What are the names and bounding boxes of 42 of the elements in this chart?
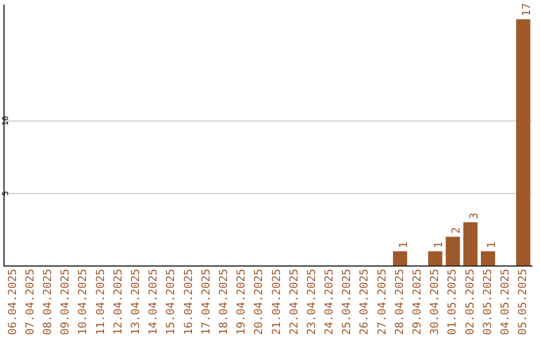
x-tick-label: 15.04.2025 bbox=[164, 268, 178, 336]
x-tick-label: 26.04.2025 bbox=[358, 268, 371, 336]
x-tick-label: 23.04.2025 bbox=[304, 268, 318, 336]
x-tick-label: 19.04.2025 bbox=[234, 268, 248, 336]
x-tick-label: 21.04.2025 bbox=[270, 268, 283, 336]
x-tick-label: 17.04.2025 bbox=[199, 268, 212, 336]
x-tick-label: 14.04.2025 bbox=[146, 268, 160, 336]
x-tick-label: 03.05.2025 bbox=[480, 268, 494, 336]
x-tick-label: 02.05.2025 bbox=[463, 268, 476, 336]
x-tick-label: 25.04.2025 bbox=[340, 268, 354, 336]
x-tick-label: 27.04.2025 bbox=[375, 268, 388, 336]
bar bbox=[428, 251, 442, 266]
bar bbox=[463, 222, 478, 266]
x-tick-label: 20.04.2025 bbox=[252, 268, 266, 336]
data-label: 1 bbox=[396, 242, 410, 248]
x-tick-label: 10.04.2025 bbox=[76, 268, 90, 336]
data-label: 2 bbox=[450, 227, 463, 234]
x-tick-label: 04.05.2025 bbox=[498, 268, 512, 336]
data-label: 1 bbox=[484, 242, 498, 248]
x-tick-label: 28.04.2025 bbox=[392, 268, 406, 336]
bar bbox=[516, 19, 530, 266]
data-label: 1 bbox=[432, 242, 446, 248]
x-tick-label: 12.04.2025 bbox=[111, 268, 124, 336]
x-tick-label: 01.05.2025 bbox=[446, 268, 459, 336]
x-tick-label: 24.04.2025 bbox=[322, 268, 336, 336]
x-tick-label: 22.04.2025 bbox=[287, 268, 300, 336]
x-tick-label: 08.04.2025 bbox=[41, 268, 54, 336]
x-tick-label: 09.04.2025 bbox=[58, 268, 72, 336]
x-tick-label: 18.04.2025 bbox=[216, 268, 230, 336]
bar bbox=[480, 251, 496, 266]
data-label: 17 bbox=[520, 3, 534, 16]
x-tick-label: 13.04.2025 bbox=[129, 268, 142, 336]
x-tick-label: 16.04.2025 bbox=[182, 268, 195, 336]
x-tick-label: 05.05.2025 bbox=[516, 268, 530, 336]
x-tick-label: 06.04.2025 bbox=[6, 268, 19, 336]
x-tick-label: 11.04.2025 bbox=[94, 268, 107, 336]
bar bbox=[392, 251, 408, 266]
x-tick-label: 29.04.2025 bbox=[410, 268, 424, 336]
x-tick-label: 07.04.2025 bbox=[23, 268, 36, 336]
data-label: 3 bbox=[467, 212, 480, 220]
x-tick-label: 30.04.2025 bbox=[428, 268, 442, 336]
bar bbox=[446, 236, 460, 266]
